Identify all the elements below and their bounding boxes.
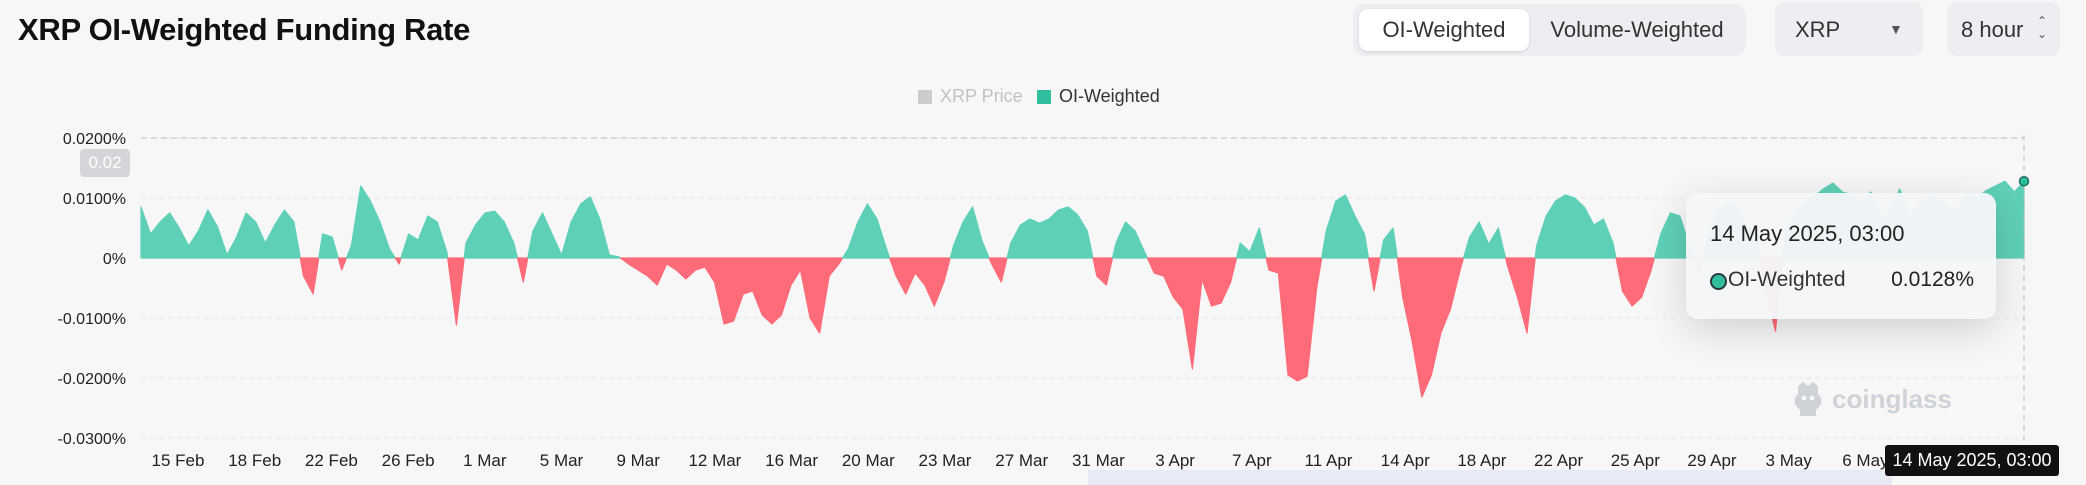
hover-point [2018,175,2030,187]
positive-area [1235,227,1267,259]
x-tick-label: 27 Mar [995,451,1048,470]
y-tick-label: 0.0100% [63,191,126,208]
positive-area [463,210,519,259]
x-crosshair-label: 14 May 2025, 03:00 [1885,445,2059,476]
x-tick-label: 7 Apr [1232,451,1272,470]
x-tick-label: 12 Mar [688,451,741,470]
positive-area [949,206,990,259]
page-title: XRP OI-Weighted Funding Rate [18,12,471,47]
x-tick-label: 22 Apr [1534,451,1583,470]
negative-area [1265,257,1323,382]
positive-area [318,233,339,259]
x-tick-label: 23 Mar [919,451,972,470]
y-tick-label: -0.0300% [58,431,127,448]
watermark: coinglass [1790,380,1952,423]
y-tick-label: 0% [103,251,126,268]
positive-area [1462,221,1507,259]
positive-area [1534,194,1617,259]
negative-area [889,257,951,307]
tooltip-series-name: OI-Weighted [1728,268,1846,291]
tab-volume-weighted[interactable]: Volume-Weighted [1550,17,1724,42]
x-tick-label: 9 Mar [616,451,660,470]
negative-area [337,257,348,271]
x-tick-label: 25 Apr [1611,451,1660,470]
x-tick-label: 18 Apr [1457,451,1506,470]
negative-area [988,257,1008,283]
negative-area [394,257,402,265]
tab-oi-weighted[interactable]: OI-Weighted [1359,9,1529,51]
negative-area [447,257,465,326]
positive-area [842,203,891,259]
chart-tooltip: 14 May 2025, 03:00 OI-Weighted 0.0128% [1686,193,1996,319]
positive-area [400,215,449,259]
x-tick-label: 5 Mar [540,451,584,470]
symbol-select[interactable]: XRP ▼ [1775,2,1923,56]
chevron-down-icon: ▼ [1889,21,1903,37]
legend-swatch-oi [1037,90,1051,104]
x-tick-label: 26 Feb [382,451,435,470]
tooltip-value: 0.0128% [1891,268,1974,291]
positive-area [345,185,396,259]
x-tick-label: 14 Apr [1381,451,1430,470]
x-tick-label: 11 Apr [1305,451,1353,470]
tooltip-date: 14 May 2025, 03:00 [1710,221,1905,246]
negative-area [619,257,844,334]
legend-label-oi: OI-Weighted [1059,86,1160,106]
negative-area [1146,257,1238,370]
x-tick-label: 3 Apr [1155,451,1195,470]
coinglass-logo-icon [1794,382,1822,416]
y-tick-label: 0.0200% [63,131,126,148]
positive-area [527,196,622,259]
weighting-toggle: OI-Weighted Volume-Weighted [1353,4,1746,56]
y-tick-label: -0.0100% [58,311,127,328]
symbol-select-value: XRP [1795,17,1841,42]
negative-area [1367,257,1381,292]
legend-swatch-price [918,90,932,104]
x-tick-label: 1 Mar [463,451,507,470]
x-tick-label: 22 Feb [305,451,358,470]
tooltip-series-dot [1710,273,1727,290]
x-tick-label: 3 May [1766,451,1813,470]
watermark-text: coinglass [1832,384,1952,414]
x-tick-label: 29 Apr [1687,451,1736,470]
x-tick-label: 15 Feb [152,451,205,470]
x-tick-label: 20 Mar [842,451,895,470]
positive-area [1379,227,1398,259]
x-tick-label: 18 Feb [228,451,281,470]
negative-area [1092,257,1114,286]
interval-select-value: 8 hour [1961,17,2024,42]
legend-label-price: XRP Price [940,86,1023,106]
negative-area [1505,257,1536,334]
range-brush[interactable] [1088,470,1892,485]
y-tick-label: -0.0200% [58,371,127,388]
negative-area [1396,257,1465,398]
x-tick-label: 16 Mar [765,451,818,470]
positive-area [1006,206,1094,259]
negative-area [516,257,529,283]
positive-area [140,206,301,259]
positive-area [1111,221,1148,259]
interval-select[interactable]: 8 hour ⌃ ⌄ [1947,2,2060,56]
updown-chevron-icon: ⌃ ⌄ [2037,14,2048,41]
negative-area [299,257,320,295]
x-tick-label: 31 Mar [1072,451,1125,470]
x-tick-label: 6 May [1842,451,1889,470]
negative-area [1615,257,1655,307]
positive-area [1321,194,1370,259]
y-crosshair-label: 0.02 [80,149,130,177]
